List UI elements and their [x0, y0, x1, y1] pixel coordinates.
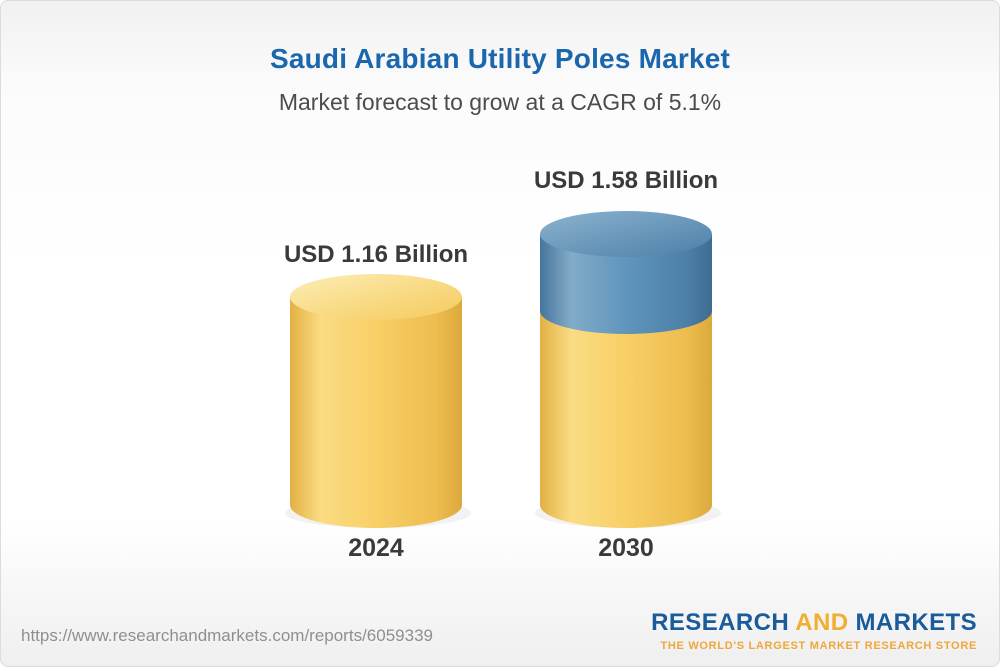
- bar-2024-top: [290, 274, 462, 320]
- bar-2024-body: [290, 297, 462, 505]
- bar-2024-cylinder: [285, 274, 471, 528]
- bar-2030-top: [540, 211, 712, 257]
- page-title: Saudi Arabian Utility Poles Market: [269, 43, 731, 74]
- report-url[interactable]: https://www.researchandmarkets.com/repor…: [21, 626, 433, 645]
- brand-tagline: THE WORLD'S LARGEST MARKET RESEARCH STOR…: [660, 640, 977, 652]
- bar-2030-base-body: [540, 311, 712, 505]
- brand-logo-wordmark: RESEARCH AND MARKETS: [651, 609, 977, 637]
- bar-2030-cylinder: [535, 211, 721, 528]
- brand-word-research: RESEARCH: [651, 609, 790, 636]
- axis-label-2024: 2024: [348, 534, 404, 562]
- value-label-2030: USD 1.58 Billion: [533, 167, 719, 194]
- value-label-2024: USD 1.16 Billion: [283, 241, 469, 268]
- chart-subtitle: Market forecast to grow at a CAGR of 5.1…: [278, 89, 722, 115]
- brand-logo: RESEARCH AND MARKETS THE WORLD'S LARGEST…: [651, 609, 977, 652]
- brand-word-and: AND: [795, 609, 849, 636]
- brand-word-markets: MARKETS: [855, 609, 977, 636]
- axis-label-2030: 2030: [598, 534, 654, 562]
